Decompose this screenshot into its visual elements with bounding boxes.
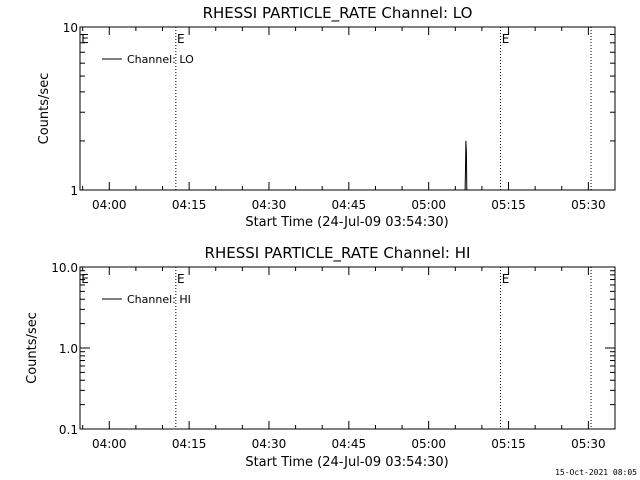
event-marker-label: E (177, 272, 185, 286)
y-axis-title: Counts/sec (37, 73, 52, 145)
x-tick-label: 05:15 (491, 437, 526, 451)
y-tick-label: 1 (70, 184, 78, 198)
footer-date: 15-Oct-2021 08:05 (555, 468, 637, 477)
plot-frame (79, 266, 616, 430)
x-tick-label: 04:00 (92, 198, 127, 212)
x-tick-label: 05:30 (571, 198, 606, 212)
event-marker-label: E (502, 272, 510, 286)
plot-frame (79, 26, 616, 191)
legend-label: Channel: HI (127, 293, 191, 306)
legend-label: Channel: LO (127, 53, 194, 66)
y-tick-label: 1.0 (59, 342, 78, 356)
x-tick-label: 04:15 (172, 437, 207, 451)
event-marker-label: E (177, 32, 185, 46)
event-marker-label: E (81, 272, 89, 286)
chart-title: RHESSI PARTICLE_RATE Channel: LO (203, 4, 473, 23)
event-marker-label: E (81, 32, 89, 46)
x-axis-title: Start Time (24-Jul-09 03:54:30) (245, 455, 448, 470)
lo-channel-panel: RHESSI PARTICLE_RATE Channel: LO Start Ti… (37, 4, 616, 230)
y-tick-label: 10.0 (51, 261, 78, 275)
x-tick-label: 04:45 (332, 437, 367, 451)
y-axis-title: Counts/sec (25, 312, 40, 384)
x-tick-label: 05:00 (411, 437, 446, 451)
y-tick-label: 10 (63, 21, 78, 35)
x-tick-label: 05:30 (571, 437, 606, 451)
hi-channel-panel: RHESSI PARTICLE_RATE Channel: HI Start Ti… (25, 244, 616, 470)
x-tick-label: 04:45 (332, 198, 367, 212)
x-axis-title: Start Time (24-Jul-09 03:54:30) (245, 215, 448, 230)
x-tick-label: 04:15 (172, 198, 207, 212)
x-tick-label: 05:00 (411, 198, 446, 212)
data-series-line (464, 140, 468, 191)
x-tick-label: 04:00 (92, 437, 127, 451)
x-tick-label: 05:15 (491, 198, 526, 212)
event-marker-label: E (502, 32, 510, 46)
x-tick-label: 04:30 (252, 198, 287, 212)
chart-title: RHESSI PARTICLE_RATE Channel: HI (205, 244, 471, 263)
x-tick-label: 04:30 (252, 437, 287, 451)
y-tick-label: 0.1 (59, 423, 78, 437)
